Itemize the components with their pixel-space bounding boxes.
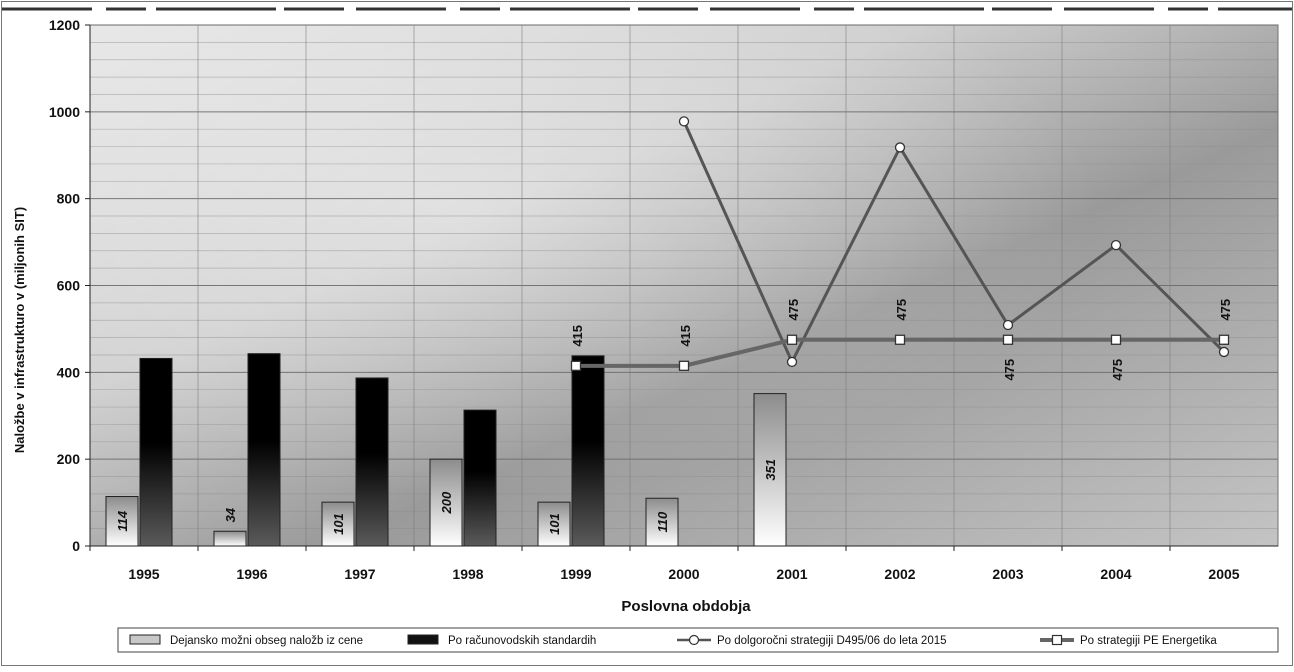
bar-racunovodski <box>463 409 497 547</box>
marker-circle <box>1002 319 1014 331</box>
y-tick-label: 0 <box>72 538 80 554</box>
gridlines <box>89 24 1279 547</box>
bar-dejansko <box>537 501 571 547</box>
legend-label: Po računovodskih standardih <box>448 635 596 647</box>
y-tick-label: 800 <box>57 191 81 207</box>
marker-circle <box>786 356 798 368</box>
line-dolgorocna <box>682 120 1226 366</box>
legend-label: Dejansko možni obseg naložb iz cene <box>170 635 363 647</box>
bar-racunovodski <box>139 357 173 547</box>
line-value-label: 475 <box>894 299 909 321</box>
marker-square <box>1110 334 1122 345</box>
x-tick-label: 2002 <box>884 566 915 582</box>
legend-swatch <box>129 634 161 645</box>
y-tick-label: 400 <box>57 364 81 380</box>
bar-value-label: 101 <box>547 513 562 535</box>
marker-circle <box>894 142 906 153</box>
bar-racunovodski <box>571 355 605 547</box>
marker-square <box>786 334 798 345</box>
header-strip <box>0 0 1294 12</box>
bar-value-label: 200 <box>439 491 454 514</box>
x-tick-label: 1998 <box>452 566 483 582</box>
marker-square <box>678 360 690 371</box>
line-value-label: 415 <box>678 325 693 347</box>
legend: Dejansko možni obseg naložb iz cene Po ra… <box>117 627 1279 653</box>
legend-marker-square <box>1051 634 1063 646</box>
x-tick-label: 1996 <box>236 566 267 582</box>
marker-circle <box>1218 346 1230 358</box>
x-tick-label: 2005 <box>1208 566 1239 582</box>
line-value-label: 475 <box>1218 299 1233 321</box>
bar-dejansko <box>321 501 355 547</box>
marker-square <box>570 360 582 371</box>
marker-square <box>894 334 906 345</box>
bars <box>105 353 787 547</box>
x-tick-label: 1995 <box>128 566 159 582</box>
y-axis-title: Naložbe v infrastrukturo v (miljonih SIT… <box>12 207 27 453</box>
bar-racunovodski <box>247 353 281 547</box>
x-tick-label: 2003 <box>992 566 1023 582</box>
line-value-label: 475 <box>1002 359 1017 381</box>
bar-dejansko <box>645 497 679 547</box>
legend-label: Po strategiji PE Energetika <box>1080 635 1217 647</box>
legend-swatch <box>407 634 439 645</box>
bar-value-label: 101 <box>331 513 346 535</box>
legend-marker-circle <box>688 634 700 646</box>
bar-value-label: 34 <box>223 507 238 522</box>
bar-dejansko <box>213 530 247 547</box>
bar-value-label: 110 <box>655 511 670 532</box>
marker-circle <box>678 116 690 127</box>
y-tick-label: 600 <box>57 278 81 294</box>
x-tick-label: 1999 <box>560 566 591 582</box>
bar-value-label: 114 <box>115 510 130 531</box>
bar-dejansko <box>429 458 463 547</box>
x-axis-title: Poslovna obdobja <box>621 598 751 615</box>
y-tick-label: 1200 <box>49 17 80 33</box>
marker-square <box>1218 334 1230 345</box>
bar-dejansko <box>105 496 139 547</box>
marker-circle <box>1110 239 1122 251</box>
line-value-label: 415 <box>570 325 585 347</box>
x-tick-label: 2000 <box>668 566 699 582</box>
marker-square <box>1002 334 1014 345</box>
line-value-label: 475 <box>1110 359 1125 381</box>
line-value-label: 475 <box>786 299 801 321</box>
axes: 0 200 400 600 800 1000 1200 1995 1996 1997 1998 199… <box>49 17 1278 582</box>
bar-value-label: 351 <box>763 459 778 481</box>
line-series <box>570 116 1230 371</box>
x-tick-label: 2001 <box>776 566 807 582</box>
legend-label: Po dolgoročni strategiji D495/06 do leta… <box>717 635 947 647</box>
bar-racunovodski <box>355 377 389 547</box>
bar-dejansko <box>753 393 787 547</box>
data-labels: 114 34 101 200 101 110 351 415 415 475 475 475 475 47… <box>115 299 1233 535</box>
y-tick-label: 1000 <box>49 104 80 120</box>
x-tick-label: 2004 <box>1100 566 1131 582</box>
y-tick-label: 200 <box>57 451 81 467</box>
x-tick-label: 1997 <box>344 566 375 582</box>
